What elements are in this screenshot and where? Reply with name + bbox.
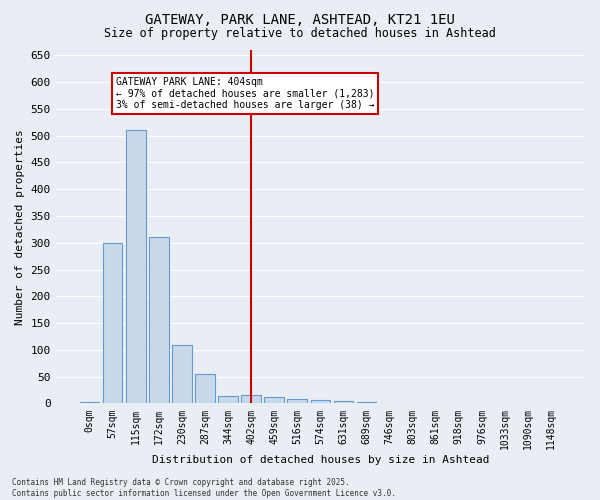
Bar: [518, 403, 538, 404]
Bar: [449, 403, 469, 404]
Bar: [356, 402, 376, 404]
Bar: [149, 238, 169, 404]
Bar: [241, 396, 261, 404]
Bar: [380, 403, 400, 404]
Bar: [80, 402, 100, 404]
Text: GATEWAY PARK LANE: 404sqm
← 97% of detached houses are smaller (1,283)
3% of sem: GATEWAY PARK LANE: 404sqm ← 97% of detac…: [116, 77, 374, 110]
Bar: [195, 374, 215, 404]
X-axis label: Distribution of detached houses by size in Ashtead: Distribution of detached houses by size …: [152, 455, 489, 465]
Bar: [287, 398, 307, 404]
Bar: [103, 243, 122, 404]
Bar: [311, 400, 330, 404]
Bar: [172, 344, 191, 404]
Bar: [265, 397, 284, 404]
Text: GATEWAY, PARK LANE, ASHTEAD, KT21 1EU: GATEWAY, PARK LANE, ASHTEAD, KT21 1EU: [145, 12, 455, 26]
Bar: [126, 130, 146, 404]
Bar: [218, 396, 238, 404]
Y-axis label: Number of detached properties: Number of detached properties: [15, 129, 25, 324]
Bar: [334, 401, 353, 404]
Text: Contains HM Land Registry data © Crown copyright and database right 2025.
Contai: Contains HM Land Registry data © Crown c…: [12, 478, 396, 498]
Text: Size of property relative to detached houses in Ashtead: Size of property relative to detached ho…: [104, 28, 496, 40]
